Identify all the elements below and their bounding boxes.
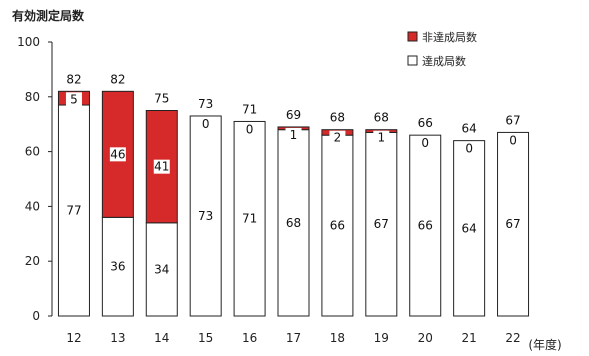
y-axis-label: 有効測定局数 bbox=[12, 8, 85, 23]
label-bg-non-achieved-21 bbox=[461, 141, 478, 156]
label-total-21: 64 bbox=[461, 122, 476, 136]
x-tick-label-16: 16 bbox=[242, 331, 257, 345]
bar-achieved-21 bbox=[453, 140, 486, 317]
label-achieved-15: 73 bbox=[198, 209, 213, 223]
bar-achieved-22 bbox=[497, 131, 530, 317]
label-bg-non-achieved-12 bbox=[65, 92, 82, 107]
label-total-20: 66 bbox=[418, 116, 433, 130]
y-tick-label-80: 80 bbox=[25, 90, 40, 104]
bar-achieved-15 bbox=[189, 115, 222, 317]
label-achieved-17: 68 bbox=[286, 216, 301, 230]
label-achieved-22: 67 bbox=[505, 217, 520, 231]
x-tick-label-18: 18 bbox=[330, 331, 345, 345]
label-total-14: 75 bbox=[154, 92, 169, 106]
x-tick-label-15: 15 bbox=[198, 331, 213, 345]
bar-achieved-16 bbox=[233, 120, 266, 317]
label-non-achieved-13: 46 bbox=[110, 147, 125, 161]
x-tick-label-17: 17 bbox=[286, 331, 301, 345]
y-tick-label-40: 40 bbox=[25, 199, 40, 213]
bar-achieved-14 bbox=[145, 222, 178, 317]
label-non-achieved-17: 1 bbox=[290, 128, 298, 142]
label-total-18: 68 bbox=[330, 111, 345, 125]
label-non-achieved-21: 0 bbox=[465, 142, 473, 156]
label-achieved-19: 67 bbox=[374, 217, 389, 231]
label-total-17: 69 bbox=[286, 108, 301, 122]
label-non-achieved-16: 0 bbox=[246, 122, 254, 136]
x-tick-label-14: 14 bbox=[154, 331, 169, 345]
x-tick-label-19: 19 bbox=[374, 331, 389, 345]
legend-swatch-1 bbox=[407, 55, 418, 66]
label-total-15: 73 bbox=[198, 97, 213, 111]
label-total-16: 71 bbox=[242, 102, 257, 116]
x-tick-label-22: 22 bbox=[505, 331, 520, 345]
label-non-achieved-18: 2 bbox=[334, 131, 342, 145]
label-total-12: 82 bbox=[66, 72, 81, 86]
label-bg-non-achieved-20 bbox=[417, 136, 434, 151]
label-non-achieved-12: 5 bbox=[70, 92, 78, 106]
label-achieved-18: 66 bbox=[330, 219, 345, 233]
label-bg-non-achieved-17 bbox=[285, 127, 302, 142]
y-axis: 0 20 40 60 80 100 bbox=[17, 35, 53, 323]
bar-achieved-17 bbox=[277, 129, 310, 317]
label-achieved-20: 66 bbox=[418, 219, 433, 233]
bar-achieved-13 bbox=[101, 216, 134, 317]
data-labels: 1277582133646821434417515730731671071176… bbox=[65, 72, 522, 345]
label-total-22: 67 bbox=[505, 113, 520, 127]
y-tick-label-0: 0 bbox=[32, 309, 40, 323]
label-bg-non-achieved-15 bbox=[197, 116, 214, 131]
label-bg-non-achieved-14 bbox=[153, 159, 170, 174]
legend-swatch-0 bbox=[407, 31, 418, 42]
label-non-achieved-19: 1 bbox=[377, 131, 385, 145]
label-total-19: 68 bbox=[374, 111, 389, 125]
x-axis-unit-label: (年度) bbox=[528, 337, 561, 352]
bars bbox=[57, 90, 530, 317]
x-tick-label-20: 20 bbox=[418, 331, 433, 345]
bar-achieved-18 bbox=[321, 134, 354, 317]
y-tick-label-60: 60 bbox=[25, 145, 40, 159]
bar-achieved-12 bbox=[57, 104, 90, 317]
bar-achieved-20 bbox=[409, 134, 442, 317]
y-tick-label-20: 20 bbox=[25, 254, 40, 268]
x-tick-label-12: 12 bbox=[66, 331, 81, 345]
label-achieved-16: 71 bbox=[242, 212, 257, 226]
label-bg-non-achieved-16 bbox=[241, 122, 258, 137]
label-non-achieved-20: 0 bbox=[421, 136, 429, 150]
label-achieved-14: 34 bbox=[154, 262, 169, 276]
legend-label-0: 非達成局数 bbox=[422, 31, 477, 44]
legend-label-1: 達成局数 bbox=[422, 55, 466, 68]
label-achieved-12: 77 bbox=[66, 204, 81, 218]
label-total-13: 82 bbox=[110, 72, 125, 86]
label-bg-non-achieved-22 bbox=[505, 133, 522, 148]
label-bg-non-achieved-19 bbox=[373, 130, 390, 145]
label-bg-non-achieved-13 bbox=[109, 147, 126, 162]
label-non-achieved-14: 41 bbox=[154, 160, 169, 174]
label-achieved-21: 64 bbox=[461, 221, 476, 235]
label-non-achieved-22: 0 bbox=[509, 133, 517, 147]
x-tick-label-21: 21 bbox=[461, 331, 476, 345]
label-non-achieved-15: 0 bbox=[202, 117, 210, 131]
y-tick-label-100: 100 bbox=[17, 35, 40, 49]
label-achieved-13: 36 bbox=[110, 260, 125, 274]
label-bg-non-achieved-18 bbox=[329, 130, 346, 145]
x-tick-label-13: 13 bbox=[110, 331, 125, 345]
